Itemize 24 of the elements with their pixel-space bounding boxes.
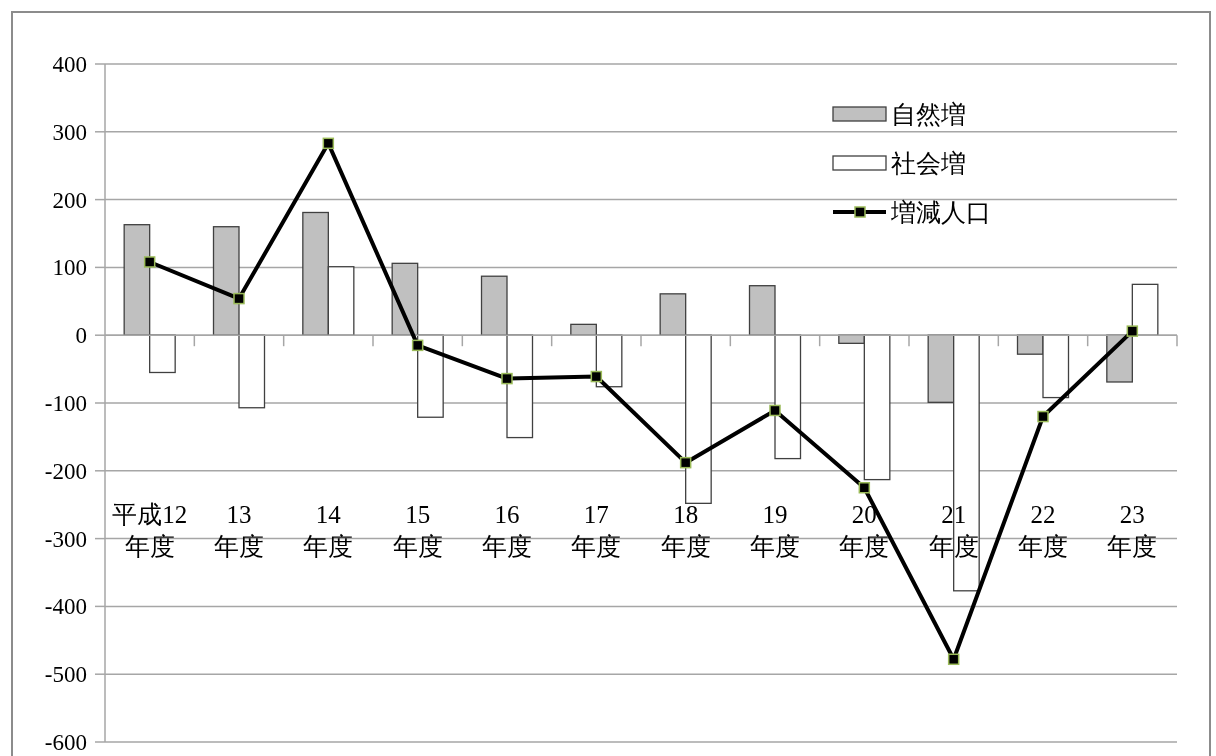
- y-tick-label: -500: [44, 662, 87, 688]
- x-tick-label: 23 年度: [1107, 501, 1158, 561]
- y-tick-label: -600: [44, 730, 87, 755]
- legend-label: 自然増: [891, 101, 966, 128]
- y-tick-label: -100: [44, 391, 87, 416]
- x-tick-label: 17 年度: [571, 501, 622, 561]
- x-tick-label: 16 年度: [482, 501, 532, 561]
- y-tick-label: -400: [44, 594, 87, 620]
- legend-label: 増減人口: [891, 199, 991, 226]
- x-tick-label: 19 年度: [750, 501, 800, 561]
- y-tick-label: 200: [52, 187, 87, 213]
- legend-label: 社会増: [891, 150, 966, 177]
- y-tick-label: 400: [52, 52, 87, 77]
- x-tick-label: 14 年度: [303, 501, 354, 561]
- x-tick-label: 15 年度: [392, 501, 443, 561]
- x-tick-label: 13 年度: [214, 501, 264, 561]
- y-tick-label: -200: [44, 458, 87, 484]
- x-tick-label: 18 年度: [660, 501, 711, 561]
- y-tick-label: 300: [52, 119, 87, 145]
- x-tick-label: 22 年度: [1018, 501, 1068, 561]
- y-tick-label: 0: [75, 323, 87, 349]
- y-tick-label: -300: [44, 526, 87, 552]
- x-tick-label: 平成12 年度: [112, 501, 188, 561]
- y-tick-label: 100: [52, 255, 87, 281]
